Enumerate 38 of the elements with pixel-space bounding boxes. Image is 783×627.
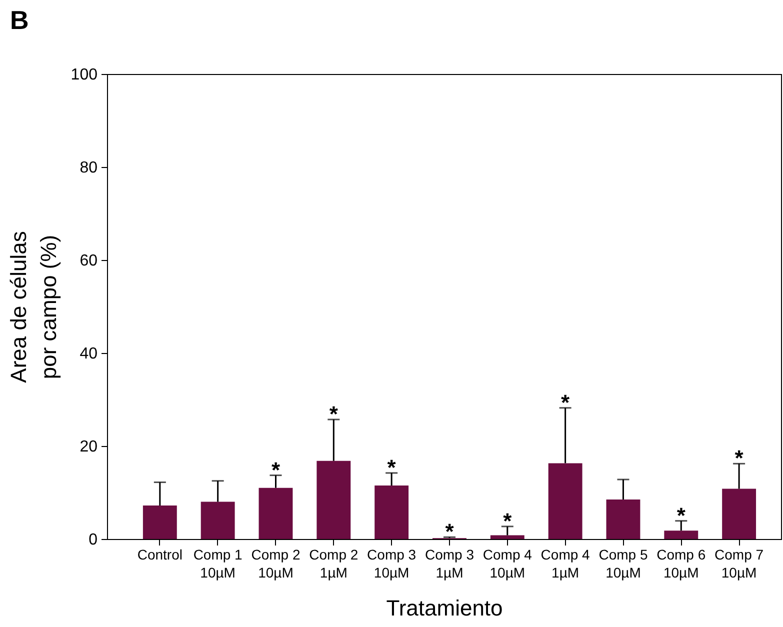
bar	[200, 502, 235, 539]
y-tick-label: 0	[88, 532, 98, 548]
x-tick-label: Comp 4 10µM	[482, 546, 532, 580]
x-tick-label: Comp 1 10µM	[193, 546, 243, 580]
bar	[548, 463, 582, 539]
x-tick-label: Comp 7 10µM	[714, 546, 764, 580]
x-tick-label: Comp 3 1µM	[424, 546, 474, 580]
y-tick-label: 60	[80, 252, 98, 270]
annotation: *	[503, 508, 512, 534]
y-tick-label: 100	[70, 66, 98, 84]
y-tick-label: 80	[80, 160, 98, 176]
annotation: *	[561, 390, 570, 415]
annotation: *	[271, 457, 280, 482]
annotation: *	[734, 446, 744, 471]
x-axis-title: Tratamiento	[386, 596, 503, 620]
annotation: *	[387, 454, 396, 480]
x-tick-label: Comp 5 10µM	[598, 546, 648, 580]
annotation: *	[329, 401, 338, 426]
chart-title: B	[10, 5, 29, 35]
x-tick-label: Comp 2 10µM	[251, 546, 300, 580]
x-tick-label: Comp 4 1µM	[540, 546, 590, 580]
bar	[664, 530, 698, 539]
y-tick-label: 20	[80, 438, 98, 456]
x-tick-label: Control	[137, 546, 182, 562]
bar	[142, 506, 177, 539]
bar	[316, 460, 351, 539]
bar	[490, 535, 524, 539]
x-tick-label: Comp 2 1µM	[309, 546, 358, 580]
annotation: *	[676, 502, 686, 528]
bar	[606, 499, 640, 539]
y-axis-title: Area de células por campo (%)	[6, 231, 61, 383]
annotation: *	[445, 519, 454, 544]
bar	[722, 488, 756, 539]
x-tick-label: Comp 3 10µM	[367, 546, 416, 580]
bar	[374, 486, 409, 539]
bar	[258, 488, 293, 539]
x-tick-label: Comp 6 10µM	[656, 546, 706, 580]
y-tick-label: 40	[80, 346, 98, 362]
